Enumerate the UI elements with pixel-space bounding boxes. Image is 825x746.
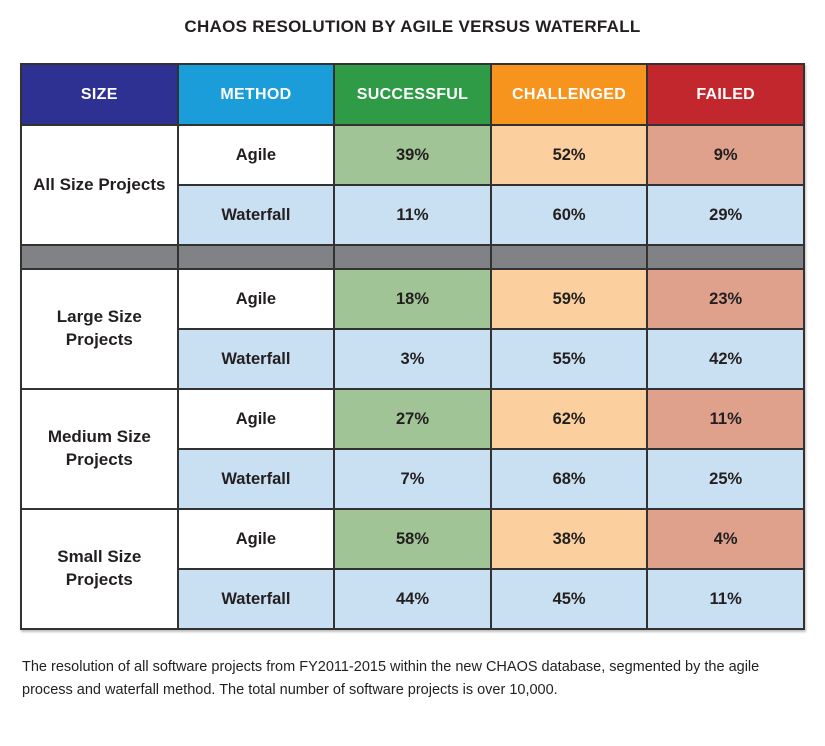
value-cell-successful: 18% bbox=[333, 268, 492, 330]
value-cell-failed: 29% bbox=[646, 184, 805, 246]
value-cell-failed: 42% bbox=[646, 328, 805, 390]
separator-row bbox=[20, 244, 805, 270]
method-cell: Waterfall bbox=[176, 328, 336, 390]
value-cell-challenged: 62% bbox=[489, 388, 649, 450]
column-header-method: METHOD bbox=[176, 63, 336, 126]
value-cell-failed: 11% bbox=[646, 568, 805, 630]
separator-cell bbox=[646, 244, 805, 270]
separator-cell bbox=[489, 244, 649, 270]
separator-cell bbox=[20, 244, 179, 270]
value-cell-challenged: 52% bbox=[489, 124, 649, 186]
value-cell-successful: 58% bbox=[333, 508, 492, 570]
table-row: All Size Projects Agile 39% 52% 9% bbox=[20, 124, 805, 246]
method-cell: Waterfall bbox=[176, 448, 336, 510]
value-cell-successful: 39% bbox=[333, 124, 492, 186]
separator-cell bbox=[176, 244, 336, 270]
value-cell-successful: 27% bbox=[333, 388, 492, 450]
value-cell-successful: 3% bbox=[333, 328, 492, 390]
column-header-size: SIZE bbox=[20, 63, 179, 126]
size-cell-medium: Medium Size Projects bbox=[20, 388, 179, 510]
size-cell-large: Large Size Projects bbox=[20, 268, 179, 390]
value-cell-challenged: 68% bbox=[489, 448, 649, 510]
figure-caption: The resolution of all software projects … bbox=[22, 659, 760, 699]
value-cell-successful: 44% bbox=[333, 568, 492, 630]
method-cell: Agile bbox=[176, 508, 336, 570]
table-row: Large Size Projects Agile 18% 59% 23% bbox=[20, 268, 805, 390]
value-cell-challenged: 55% bbox=[489, 328, 649, 390]
size-cell-small: Small Size Projects bbox=[20, 508, 179, 630]
column-header-successful: SUCCESSFUL bbox=[333, 63, 492, 126]
method-cell: Agile bbox=[176, 388, 336, 450]
value-cell-challenged: 38% bbox=[489, 508, 649, 570]
value-cell-failed: 9% bbox=[646, 124, 805, 186]
table-body-group: All Size Projects Agile 39% 52% 9% Water… bbox=[20, 124, 805, 630]
value-cell-successful: 11% bbox=[333, 184, 492, 246]
value-cell-failed: 25% bbox=[646, 448, 805, 510]
value-cell-failed: 23% bbox=[646, 268, 805, 330]
value-cell-challenged: 60% bbox=[489, 184, 649, 246]
value-cell-successful: 7% bbox=[333, 448, 492, 510]
header-row: SIZE METHOD SUCCESSFUL CHALLENGED FAILED bbox=[20, 63, 805, 126]
table-row: Waterfall 11% 60% 29% bbox=[21, 184, 805, 246]
table-header-group: SIZE METHOD SUCCESSFUL CHALLENGED FAILED bbox=[20, 63, 805, 126]
value-cell-failed: 11% bbox=[646, 388, 805, 450]
value-cell-challenged: 59% bbox=[489, 268, 649, 330]
table-row: Waterfall 7% 68% 25% bbox=[21, 448, 805, 510]
table-row: Small Size Projects Agile 58% 38% 4% bbox=[20, 508, 805, 630]
method-cell: Waterfall bbox=[176, 568, 336, 630]
value-cell-challenged: 45% bbox=[489, 568, 649, 630]
resolution-table: SIZE METHOD SUCCESSFUL CHALLENGED FAILED… bbox=[20, 63, 805, 630]
column-header-failed: FAILED bbox=[646, 63, 805, 126]
table-row: Waterfall 3% 55% 42% bbox=[21, 328, 805, 390]
table-row: Medium Size Projects Agile 27% 62% 11% bbox=[20, 388, 805, 510]
method-cell: Waterfall bbox=[176, 184, 336, 246]
separator-cell bbox=[333, 244, 492, 270]
column-header-challenged: CHALLENGED bbox=[489, 63, 649, 126]
figure-title: CHAOS RESOLUTION BY AGILE VERSUS WATERFA… bbox=[184, 17, 641, 36]
value-cell-failed: 4% bbox=[646, 508, 805, 570]
size-cell-all: All Size Projects bbox=[20, 124, 179, 246]
method-cell: Agile bbox=[176, 268, 336, 330]
method-cell: Agile bbox=[176, 124, 336, 186]
table-row: Waterfall 44% 45% 11% bbox=[21, 568, 805, 630]
